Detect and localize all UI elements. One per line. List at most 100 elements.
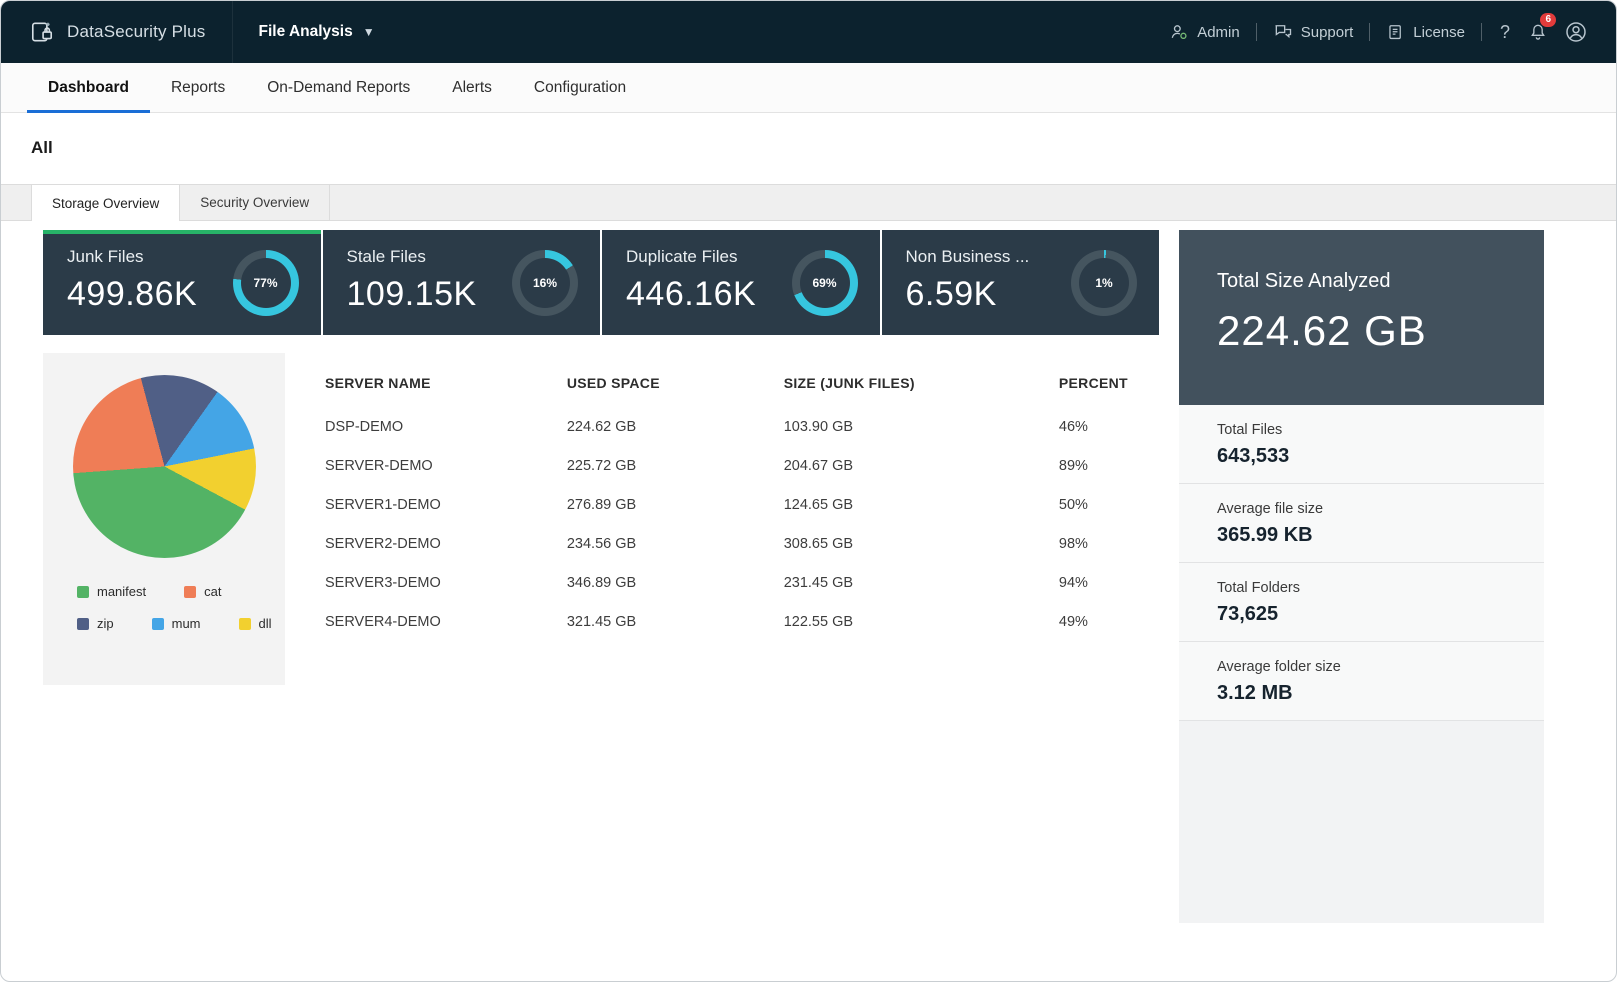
tab-dashboard[interactable]: Dashboard [27, 63, 150, 113]
content-area: Junk Files 499.86K 77% Stale Files 109.15K 16… [1, 221, 1616, 923]
legend-item-manifest[interactable]: manifest [77, 584, 146, 599]
help-icon[interactable]: ? [1499, 21, 1510, 42]
tab-reports[interactable]: Reports [170, 78, 226, 96]
table-cell: SERVER4-DEMO [325, 613, 441, 630]
stat-label: Average file size [1217, 501, 1324, 517]
license-icon [1386, 23, 1405, 42]
card-label: Duplicate Files [626, 247, 738, 266]
legend-swatch [77, 585, 89, 598]
divider [1480, 23, 1482, 41]
table-header-percent: PERCENT [1058, 375, 1128, 391]
table-cell: 321.45 GB [566, 613, 637, 630]
table-header-used-space: USED SPACE [566, 375, 660, 391]
tab-storage-overview[interactable]: Storage Overview [31, 185, 181, 221]
license-menu[interactable]: License [1386, 23, 1465, 42]
legend-label: cat [204, 584, 222, 599]
donut-chart: 16% [512, 249, 578, 316]
tab-security-overview[interactable]: Security Overview [180, 185, 331, 220]
support-menu[interactable]: Support [1273, 22, 1353, 42]
tab-alerts[interactable]: Alerts [452, 78, 492, 96]
stat-value: 643,533 [1217, 445, 1290, 467]
stat-value: 365.99 KB [1217, 524, 1313, 546]
summary-card-duplicate-files[interactable]: Duplicate Files 446.16K 69% [602, 230, 880, 335]
card-label: Junk Files [67, 247, 144, 266]
stat-label: Total Folders [1217, 580, 1301, 596]
body-row: manifest cat zip mum dll SERVER NAME USED SPA… [43, 353, 1159, 685]
app-logo-icon [29, 19, 55, 45]
table-cell: 276.89 GB [566, 496, 637, 513]
summary-card-non-business[interactable]: Non Business ... 6.59K 1% [881, 230, 1159, 335]
stat-label: Total Files [1217, 422, 1283, 438]
table-cell: 231.45 GB [783, 574, 854, 591]
legend-label: dll [258, 616, 272, 631]
table-cell: 98% [1058, 535, 1088, 552]
table-cell: 308.65 GB [783, 535, 854, 552]
stat-total-files: Total Files 643,533 [1179, 405, 1544, 484]
table-row: SERVER-DEMO 225.72 GB 204.67 GB 89% [325, 446, 1159, 485]
module-tabs: Dashboard Reports On-Demand Reports Alerts C… [1, 63, 1616, 113]
stat-label: Average folder size [1217, 659, 1341, 675]
donut-chart: 1% [1071, 249, 1137, 316]
profile-button[interactable] [1564, 20, 1588, 44]
legend-swatch [184, 585, 197, 598]
table-cell: 46% [1058, 418, 1088, 435]
table-row: SERVER4-DEMO 321.45 GB 122.55 GB 49% [325, 602, 1159, 641]
table-cell: SERVER-DEMO [325, 457, 433, 474]
table-cell: 346.89 GB [566, 574, 637, 591]
legend-item-mum[interactable]: mum [151, 616, 201, 631]
table-body: DSP-DEMO 224.62 GB 103.90 GB 46% SERVER-DEMO… [325, 407, 1159, 641]
notifications-button[interactable]: 6 [1528, 13, 1556, 42]
tab-on-demand-reports[interactable]: On-Demand Reports [267, 78, 411, 96]
card-label: Stale Files [346, 247, 426, 266]
total-size-label: Total Size Analyzed [1217, 270, 1391, 292]
card-value: 446.16K [626, 275, 757, 313]
table-cell: 204.67 GB [783, 457, 854, 474]
chevron-down-icon: ▼ [362, 25, 375, 39]
app-title: DataSecurity Plus [67, 22, 206, 41]
legend-row: zip mum dll [77, 616, 272, 631]
table-row: SERVER3-DEMO 346.89 GB 231.45 GB 94% [325, 563, 1159, 602]
tab-configuration[interactable]: Configuration [533, 78, 627, 96]
donut-chart: 77% [232, 249, 299, 316]
main-column: Junk Files 499.86K 77% Stale Files 109.15K 16… [43, 230, 1159, 685]
table-cell: DSP-DEMO [325, 418, 404, 435]
table-cell: 89% [1058, 457, 1088, 474]
legend-label: manifest [97, 584, 147, 599]
legend-item-dll[interactable]: dll [238, 616, 272, 631]
legend-swatch [151, 617, 164, 630]
notification-badge: 6 [1540, 13, 1556, 27]
stat-total-folders: Total Folders 73,625 [1179, 563, 1544, 642]
license-label: License [1413, 23, 1465, 41]
legend-item-cat[interactable]: cat [184, 584, 221, 599]
table-cell: SERVER2-DEMO [325, 535, 441, 552]
table-row: DSP-DEMO 224.62 GB 103.90 GB 46% [325, 407, 1159, 446]
card-label: Non Business ... [905, 247, 1030, 266]
module-selector[interactable]: File Analysis ▼ [231, 1, 401, 63]
legend-label: zip [97, 616, 114, 631]
table-cell: SERVER1-DEMO [325, 496, 441, 513]
card-value: 109.15K [346, 275, 477, 313]
admin-menu[interactable]: Admin [1169, 22, 1240, 42]
pie-chart-card: manifest cat zip mum dll [43, 353, 285, 685]
summary-card-junk-files[interactable]: Junk Files 499.86K 77% [43, 230, 321, 335]
page-title: All [31, 138, 53, 157]
side-panel: Total Size Analyzed 224.62 GB Total File… [1179, 230, 1544, 923]
support-icon [1273, 22, 1293, 42]
card-value: 499.86K [67, 275, 198, 313]
legend-item-zip[interactable]: zip [77, 616, 114, 631]
divider [1369, 23, 1371, 41]
admin-icon [1169, 22, 1189, 42]
module-name: File Analysis [258, 23, 353, 40]
table-cell: 50% [1058, 496, 1088, 513]
pie-chart[interactable] [72, 375, 256, 558]
table-cell: 49% [1058, 613, 1088, 630]
summary-card-stale-files[interactable]: Stale Files 109.15K 16% [322, 230, 600, 335]
table-header-server-name: SERVER NAME [325, 375, 431, 391]
stat-value: 73,625 [1217, 603, 1279, 625]
topnav-actions: Admin Support [1169, 13, 1616, 44]
table-cell: SERVER3-DEMO [325, 574, 441, 591]
table-header-size-junk-files: SIZE (JUNK FILES) [783, 375, 915, 391]
total-size-header: Total Size Analyzed 224.62 GB [1179, 230, 1544, 405]
table-cell: 122.55 GB [783, 613, 854, 630]
